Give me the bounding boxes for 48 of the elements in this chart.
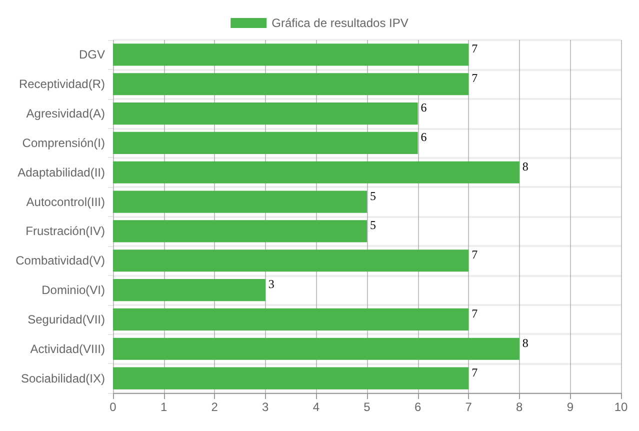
- data-label: 8: [522, 159, 528, 174]
- data-label: 7: [472, 306, 478, 320]
- data-label: 5: [370, 218, 376, 232]
- bar: [113, 161, 520, 184]
- data-label: 6: [420, 130, 427, 144]
- data-label: 7: [472, 365, 478, 380]
- data-label: 8: [522, 336, 528, 350]
- y-tick-label: Seguridad(VII): [28, 312, 105, 326]
- bar: [113, 190, 367, 213]
- data-label: 5: [370, 188, 376, 203]
- x-tick-label: 8: [516, 400, 524, 414]
- bar: [113, 367, 469, 390]
- y-tick-label: Sociabilidad(IX): [20, 371, 105, 386]
- x-tick-label: 10: [614, 400, 628, 414]
- y-tick-label: Agresividad(A): [26, 106, 105, 121]
- bar: [113, 220, 367, 242]
- data-label: 6: [420, 100, 427, 115]
- bar: [113, 132, 418, 154]
- data-label: 7: [472, 248, 478, 262]
- bar: [113, 250, 469, 272]
- y-tick-label: Frustración(IV): [26, 224, 105, 238]
- x-tick-label: 4: [312, 400, 320, 414]
- x-tick-label: 0: [110, 400, 117, 414]
- data-label: 3: [268, 277, 274, 292]
- y-tick-label: Adaptabilidad(II): [18, 165, 105, 180]
- x-tick-label: 7: [465, 400, 472, 414]
- legend-label: Gráfica de resultados IPV: [272, 16, 408, 30]
- x-tick-label: 5: [364, 400, 371, 414]
- bar: [113, 338, 520, 360]
- y-tick-label: DGV: [78, 48, 105, 62]
- x-tick-label: 1: [160, 400, 168, 414]
- y-tick-label: Dominio(VI): [42, 283, 105, 298]
- y-tick-label: Autocontrol(III): [26, 194, 105, 209]
- bar: [113, 102, 418, 125]
- x-tick-label: 2: [211, 400, 218, 414]
- bar: [113, 308, 469, 330]
- x-tick-label: 9: [566, 400, 574, 414]
- bar: [113, 44, 469, 66]
- y-tick-label: Receptividad(R): [18, 77, 105, 92]
- data-label: 7: [472, 71, 478, 86]
- x-tick-label: 6: [414, 400, 422, 414]
- y-tick-label: Combatividad(V): [16, 254, 105, 268]
- x-tick-label: 3: [262, 400, 270, 414]
- bar: [113, 279, 266, 302]
- data-label: 7: [472, 42, 478, 56]
- bar: [113, 73, 469, 96]
- y-tick-label: Actividad(VIII): [30, 342, 105, 356]
- y-tick-label: Comprensión(I): [22, 136, 105, 150]
